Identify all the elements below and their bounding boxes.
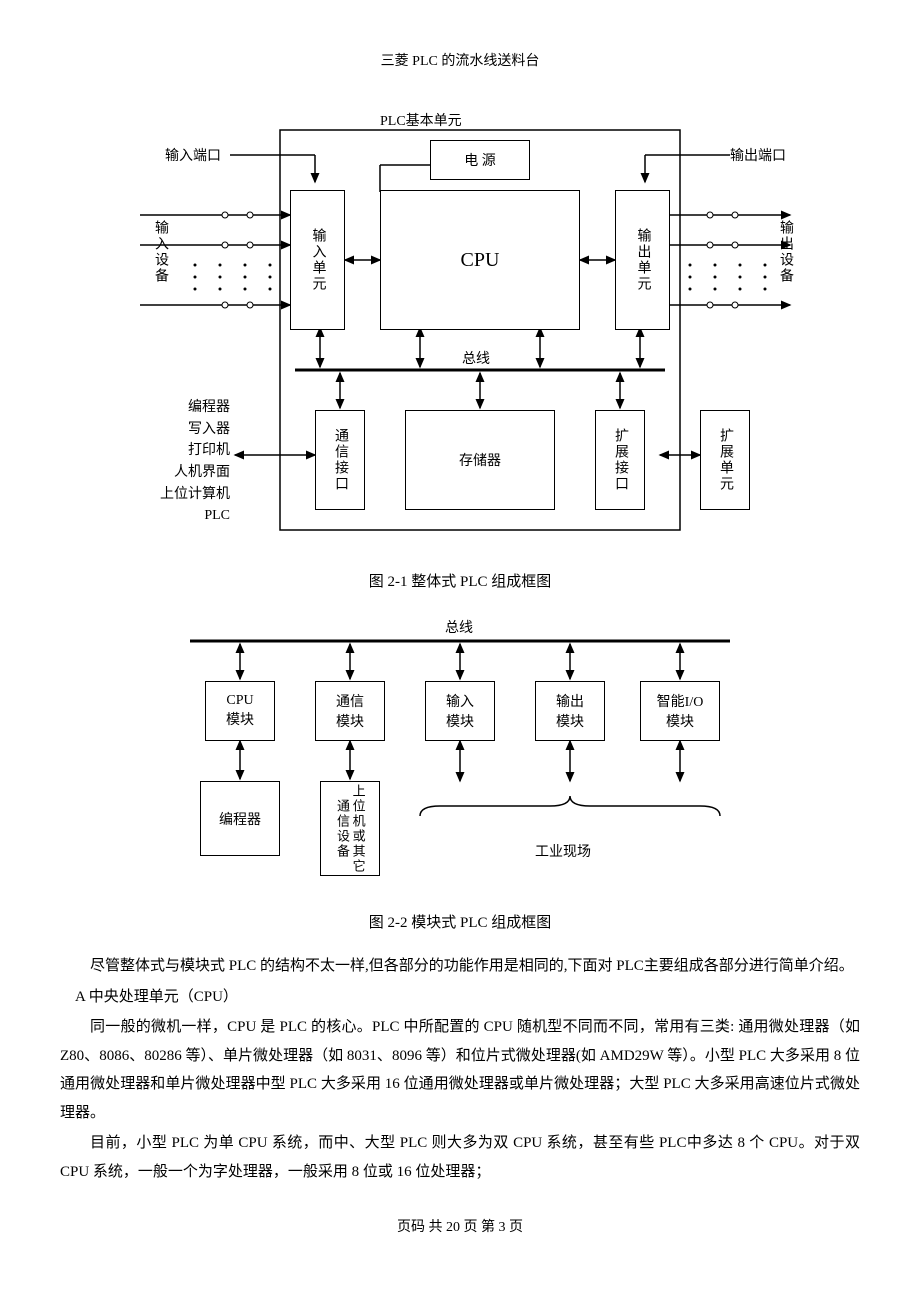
figure-2-2-caption: 图 2-2 模块式 PLC 组成框图 xyxy=(60,911,860,932)
paragraph-3: 目前，小型 PLC 为单 CPU 系统，而中、大型 PLC 则大多为双 CPU … xyxy=(60,1129,860,1186)
label-output-device: 输出设备 xyxy=(775,220,795,284)
box-input-unit: 输入单元 xyxy=(290,190,345,330)
box-expand-if: 扩展接口 xyxy=(595,410,645,510)
page-header: 三菱 PLC 的流水线送料台 xyxy=(60,50,860,70)
module-cpu: CPU 模块 xyxy=(205,681,275,741)
left-list: 编程器 写入器 打印机 人机界面 上位计算机 PLC xyxy=(130,397,230,527)
heading-a: A 中央处理单元（CPU） xyxy=(60,983,860,1012)
module-output: 输出 模块 xyxy=(535,681,605,741)
label-bus: 总线 xyxy=(462,348,490,368)
box-output-unit: 输出单元 xyxy=(615,190,670,330)
box-programmer: 编程器 xyxy=(200,781,280,856)
plc-title: PLC基本单元 xyxy=(380,110,462,130)
box-power: 电 源 xyxy=(430,140,530,180)
box-memory: 存储器 xyxy=(405,410,555,510)
label-field: 工业现场 xyxy=(535,841,591,861)
body-text: 尽管整体式与模块式 PLC 的结构不太一样,但各部分的功能作用是相同的,下面对 … xyxy=(60,952,860,1186)
module-smart-io: 智能I/O 模块 xyxy=(640,681,720,741)
box-cpu: CPU xyxy=(380,190,580,330)
label-bus-2: 总线 xyxy=(445,617,473,637)
label-input-port: 输入端口 xyxy=(165,145,221,165)
module-input: 输入 模块 xyxy=(425,681,495,741)
paragraph-2: 同一般的微机一样，CPU 是 PLC 的核心。PLC 中所配置的 CPU 随机型… xyxy=(60,1013,860,1127)
box-comm: 通信接口 xyxy=(315,410,365,510)
module-comm: 通信 模块 xyxy=(315,681,385,741)
label-output-port: 输出端口 xyxy=(730,145,786,165)
figure-2-1-caption: 图 2-1 整体式 PLC 组成框图 xyxy=(60,570,860,591)
paragraph-1: 尽管整体式与模块式 PLC 的结构不太一样,但各部分的功能作用是相同的,下面对 … xyxy=(60,952,860,981)
label-input-device: 输入设备 xyxy=(150,220,170,284)
page-footer: 页码 共 20 页 第 3 页 xyxy=(60,1216,860,1236)
box-host: 上位机或其它通信设备 xyxy=(320,781,380,876)
box-expand-unit: 扩展单元 xyxy=(700,410,750,510)
figure-2-2-diagram: 总线 CPU 模块 通信 模块 输入 模块 输出 模块 智能I/O 模块 编程器… xyxy=(180,611,740,891)
figure-2-1-diagram: PLC基本单元 输入端口 输出端口 电 源 输入单元 CPU 输出单元 输入设备… xyxy=(120,110,800,550)
